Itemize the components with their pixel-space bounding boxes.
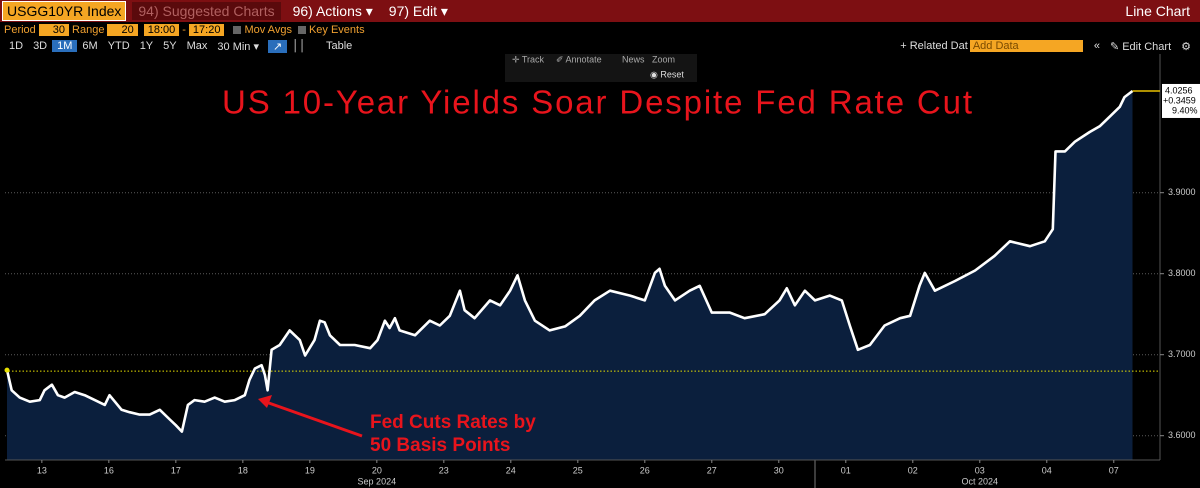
title-bar: USGG10YR Index 94) Suggested Charts 96) … [0, 0, 1200, 22]
settings-button[interactable]: ⚙ [1181, 40, 1191, 53]
x-tick-label: 18 [238, 465, 248, 475]
x-tick-label: 17 [171, 465, 181, 475]
news-tool[interactable]: News [622, 54, 645, 64]
chart: ✛ Track ✐ Annotate News Zoom ◉ Reset 3.6… [4, 54, 1200, 488]
x-tick-label: 19 [305, 465, 315, 475]
range-button[interactable]: Max [186, 40, 208, 52]
edit-menu[interactable]: 97) Edit ▾ [388, 2, 448, 19]
range-bar: 1D 3D 1M 6M YTD 1Y 5Y Max 30 Min ▾ ↗ ││ Table +… [0, 38, 1200, 54]
x-tick-label: 07 [1109, 465, 1119, 475]
x-tick-label: 24 [506, 465, 516, 475]
zoom-tool[interactable]: Zoom [652, 54, 675, 64]
range-dash: - [182, 24, 186, 36]
start-field[interactable]: 18:00 [143, 24, 180, 36]
key-events[interactable]: Key Events [308, 24, 365, 36]
x-tick-label: 16 [104, 465, 114, 475]
change-label: +0.3459 [1163, 95, 1196, 105]
area [7, 91, 1133, 460]
range-button[interactable]: YTD [107, 40, 130, 52]
x-tick-label: 25 [573, 465, 583, 475]
suggested-charts[interactable]: 94) Suggested Charts [132, 2, 281, 20]
chart-kind: Line Chart [1125, 3, 1190, 19]
end-field[interactable]: 17:20 [188, 24, 225, 36]
change-pct-label: 9.40% [1172, 105, 1198, 115]
x-tick-label: 02 [908, 465, 918, 475]
range-button[interactable]: 5Y [163, 40, 177, 52]
collapse-button[interactable]: « [1093, 40, 1100, 52]
x-tick-label: 27 [707, 465, 717, 475]
chart-title: US 10-Year Yields Soar Despite Fed Rate … [222, 84, 972, 121]
y-tick-label: 3.6000 [1168, 430, 1196, 440]
range-button[interactable]: 1D [9, 40, 24, 52]
last-value-label: 4.0256 [1165, 85, 1193, 95]
range-button[interactable]: 1M [52, 40, 78, 52]
range-buttons: 1D 3D 1M 6M YTD 1Y 5Y Max [4, 40, 212, 52]
annotation: Fed Cuts Rates by [370, 412, 536, 433]
month-label: Sep 2024 [358, 476, 397, 486]
y-tick-label: 3.7000 [1168, 349, 1196, 359]
line [5, 89, 1134, 433]
reset-tool[interactable]: ◉ Reset [650, 69, 684, 79]
x-tick-label: 26 [640, 465, 650, 475]
range-button[interactable]: 6M [82, 40, 98, 52]
range-button[interactable]: 1Y [139, 40, 154, 52]
period-field[interactable]: 30 [38, 24, 70, 36]
line-icon[interactable]: ↗ [268, 39, 288, 53]
arrow-head [258, 395, 272, 408]
range-field[interactable]: 20 [107, 24, 138, 36]
month-label: Oct 2024 [962, 476, 999, 486]
last-value-box [1162, 83, 1200, 118]
settings-bar: Period 30 Range 20 18:00 - 17:20 Mov Avg… [0, 22, 1200, 38]
y-tick-label: 3.9000 [1168, 187, 1196, 197]
x-tick-label: 03 [975, 465, 985, 475]
x-tick-label: 23 [439, 465, 449, 475]
add-data-field[interactable]: Add Data [969, 40, 1083, 52]
checkbox[interactable] [233, 26, 242, 34]
track-tool[interactable]: ✛ Track [512, 54, 545, 64]
bar-icon[interactable]: ││ [292, 40, 306, 52]
actions-menu[interactable]: 96) Actions ▾ [292, 2, 373, 19]
x-tick-label: 13 [37, 465, 47, 475]
x-tick-label: 20 [372, 465, 382, 475]
range-label: Range [72, 24, 105, 36]
security-field[interactable]: USGG10YR Index [2, 1, 127, 21]
range-button[interactable]: 3D [33, 40, 48, 52]
annotation: 50 Basis Points [370, 435, 510, 456]
x-tick-label: 30 [774, 465, 784, 475]
table-button[interactable]: Table [325, 40, 353, 52]
interval-menu[interactable]: 30 Min ▾ [217, 40, 259, 53]
mov-avgs[interactable]: Mov Avgs [244, 24, 292, 36]
chart-tools-panel [505, 54, 697, 82]
checkbox[interactable] [297, 26, 306, 34]
start-point [4, 367, 10, 373]
x-tick-label: 04 [1042, 465, 1052, 475]
related-data[interactable]: + Related Dat [900, 40, 968, 52]
x-tick-label: 01 [841, 465, 851, 475]
y-tick-label: 3.8000 [1168, 268, 1196, 278]
edit-chart[interactable]: ✎ Edit Chart [1109, 40, 1172, 53]
annotation-arrow [265, 400, 363, 438]
annotate-tool[interactable]: ✐ Annotate [556, 54, 602, 64]
period-label: Period [4, 24, 36, 36]
